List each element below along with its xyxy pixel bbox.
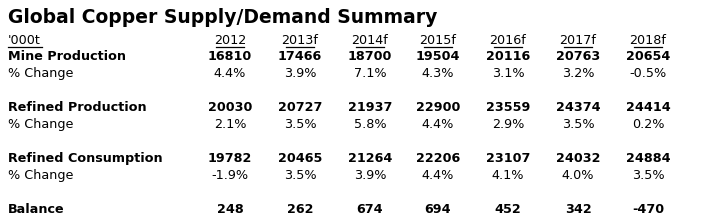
Text: 20030: 20030 xyxy=(208,101,252,114)
Text: % Change: % Change xyxy=(8,67,73,80)
Text: 2013f: 2013f xyxy=(282,34,318,47)
Text: 20465: 20465 xyxy=(278,152,322,165)
Text: 7.1%: 7.1% xyxy=(354,67,387,80)
Text: Global Copper Supply/Demand Summary: Global Copper Supply/Demand Summary xyxy=(8,8,437,27)
Text: 20763: 20763 xyxy=(556,50,600,63)
Text: % Change: % Change xyxy=(8,118,73,131)
Text: 2016f: 2016f xyxy=(490,34,526,47)
Text: '000t: '000t xyxy=(8,34,41,47)
Text: 20116: 20116 xyxy=(486,50,530,63)
Text: 5.8%: 5.8% xyxy=(354,118,387,131)
Text: % Change: % Change xyxy=(8,169,73,182)
Text: 24414: 24414 xyxy=(626,101,670,114)
Text: -1.9%: -1.9% xyxy=(212,169,248,182)
Text: 22206: 22206 xyxy=(416,152,460,165)
Text: -470: -470 xyxy=(632,203,664,216)
Text: 2015f: 2015f xyxy=(420,34,456,47)
Text: 21264: 21264 xyxy=(348,152,392,165)
Text: 24374: 24374 xyxy=(556,101,600,114)
Text: 2012: 2012 xyxy=(214,34,246,47)
Text: 4.4%: 4.4% xyxy=(422,169,454,182)
Text: 2017f: 2017f xyxy=(559,34,596,47)
Text: 22900: 22900 xyxy=(416,101,460,114)
Text: 3.1%: 3.1% xyxy=(492,67,524,80)
Text: 4.4%: 4.4% xyxy=(422,118,454,131)
Text: 24032: 24032 xyxy=(556,152,600,165)
Text: 262: 262 xyxy=(287,203,313,216)
Text: 2014f: 2014f xyxy=(351,34,388,47)
Text: 452: 452 xyxy=(495,203,521,216)
Text: Refined Production: Refined Production xyxy=(8,101,147,114)
Text: 3.5%: 3.5% xyxy=(284,118,316,131)
Text: 4.3%: 4.3% xyxy=(422,67,454,80)
Text: 4.4%: 4.4% xyxy=(214,67,246,80)
Text: 674: 674 xyxy=(356,203,383,216)
Text: 3.9%: 3.9% xyxy=(284,67,316,80)
Text: 23559: 23559 xyxy=(486,101,530,114)
Text: 0.2%: 0.2% xyxy=(631,118,665,131)
Text: 2.9%: 2.9% xyxy=(492,118,524,131)
Text: 2.1%: 2.1% xyxy=(214,118,246,131)
Text: 3.5%: 3.5% xyxy=(631,169,665,182)
Text: 18700: 18700 xyxy=(348,50,392,63)
Text: 16810: 16810 xyxy=(208,50,252,63)
Text: 248: 248 xyxy=(217,203,243,216)
Text: 17466: 17466 xyxy=(278,50,322,63)
Text: 19504: 19504 xyxy=(415,50,460,63)
Text: 21937: 21937 xyxy=(348,101,392,114)
Text: 19782: 19782 xyxy=(208,152,252,165)
Text: 20654: 20654 xyxy=(626,50,670,63)
Text: 4.1%: 4.1% xyxy=(492,169,524,182)
Text: 24884: 24884 xyxy=(626,152,670,165)
Text: 4.0%: 4.0% xyxy=(562,169,594,182)
Text: 3.5%: 3.5% xyxy=(284,169,316,182)
Text: 694: 694 xyxy=(425,203,451,216)
Text: 23107: 23107 xyxy=(486,152,530,165)
Text: 342: 342 xyxy=(564,203,591,216)
Text: 2018f: 2018f xyxy=(629,34,667,47)
Text: -0.5%: -0.5% xyxy=(629,67,667,80)
Text: 3.2%: 3.2% xyxy=(562,67,594,80)
Text: 20727: 20727 xyxy=(278,101,322,114)
Text: Mine Production: Mine Production xyxy=(8,50,126,63)
Text: 3.9%: 3.9% xyxy=(354,169,386,182)
Text: Refined Consumption: Refined Consumption xyxy=(8,152,163,165)
Text: 3.5%: 3.5% xyxy=(562,118,594,131)
Text: Balance: Balance xyxy=(8,203,65,216)
